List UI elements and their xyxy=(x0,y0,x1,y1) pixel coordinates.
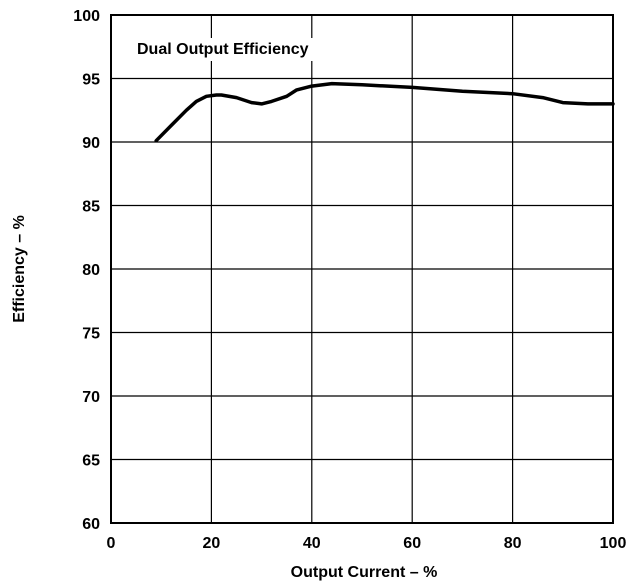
data-point xyxy=(461,90,464,92)
data-point xyxy=(170,124,173,127)
chart-title: Dual Output Efficiency xyxy=(137,41,309,58)
data-point xyxy=(295,89,298,91)
grid xyxy=(111,15,613,523)
title-background xyxy=(133,38,313,61)
data-point xyxy=(331,82,333,85)
y-tick-label: 100 xyxy=(73,8,100,25)
data-points xyxy=(155,82,614,142)
data-point xyxy=(270,100,273,103)
data-point xyxy=(562,101,564,104)
data-point xyxy=(250,101,253,104)
x-tick-label: 0 xyxy=(107,535,116,552)
y-tick-label: 90 xyxy=(82,135,100,152)
y-tick-label: 65 xyxy=(82,453,100,470)
x-tick-labels: 0 20 40 60 80 100 xyxy=(107,535,627,552)
data-point xyxy=(612,103,614,105)
y-tick-label: 60 xyxy=(82,516,100,533)
y-tick-labels: 60 65 70 75 80 85 90 95 100 xyxy=(73,8,100,533)
y-tick-label: 75 xyxy=(82,326,100,343)
data-point xyxy=(155,139,157,142)
data-point xyxy=(260,103,263,105)
data-point xyxy=(511,92,514,95)
data-point xyxy=(361,84,363,86)
data-point xyxy=(235,96,238,99)
data-point xyxy=(205,95,208,98)
x-tick-label: 40 xyxy=(303,535,321,552)
data-point xyxy=(411,86,414,89)
data-point xyxy=(587,103,589,105)
y-tick-label: 70 xyxy=(82,389,100,406)
data-point xyxy=(285,95,288,98)
x-axis-title: Output Current – % xyxy=(291,564,438,581)
x-tick-label: 60 xyxy=(403,535,421,552)
x-tick-label: 20 xyxy=(203,535,221,552)
data-point xyxy=(195,100,198,103)
y-tick-label: 95 xyxy=(82,72,100,89)
data-point xyxy=(215,94,218,96)
data-point xyxy=(541,96,544,99)
efficiency-line xyxy=(154,81,615,143)
plot-frame xyxy=(110,14,614,524)
data-point xyxy=(220,94,223,96)
y-tick-label: 80 xyxy=(82,262,100,279)
data-point xyxy=(185,109,188,112)
x-tick-label: 100 xyxy=(600,535,627,552)
x-tick-label: 80 xyxy=(504,535,522,552)
y-axis-title: Efficiency – % xyxy=(11,215,28,323)
data-point xyxy=(311,85,313,87)
y-tick-label: 85 xyxy=(82,199,100,216)
